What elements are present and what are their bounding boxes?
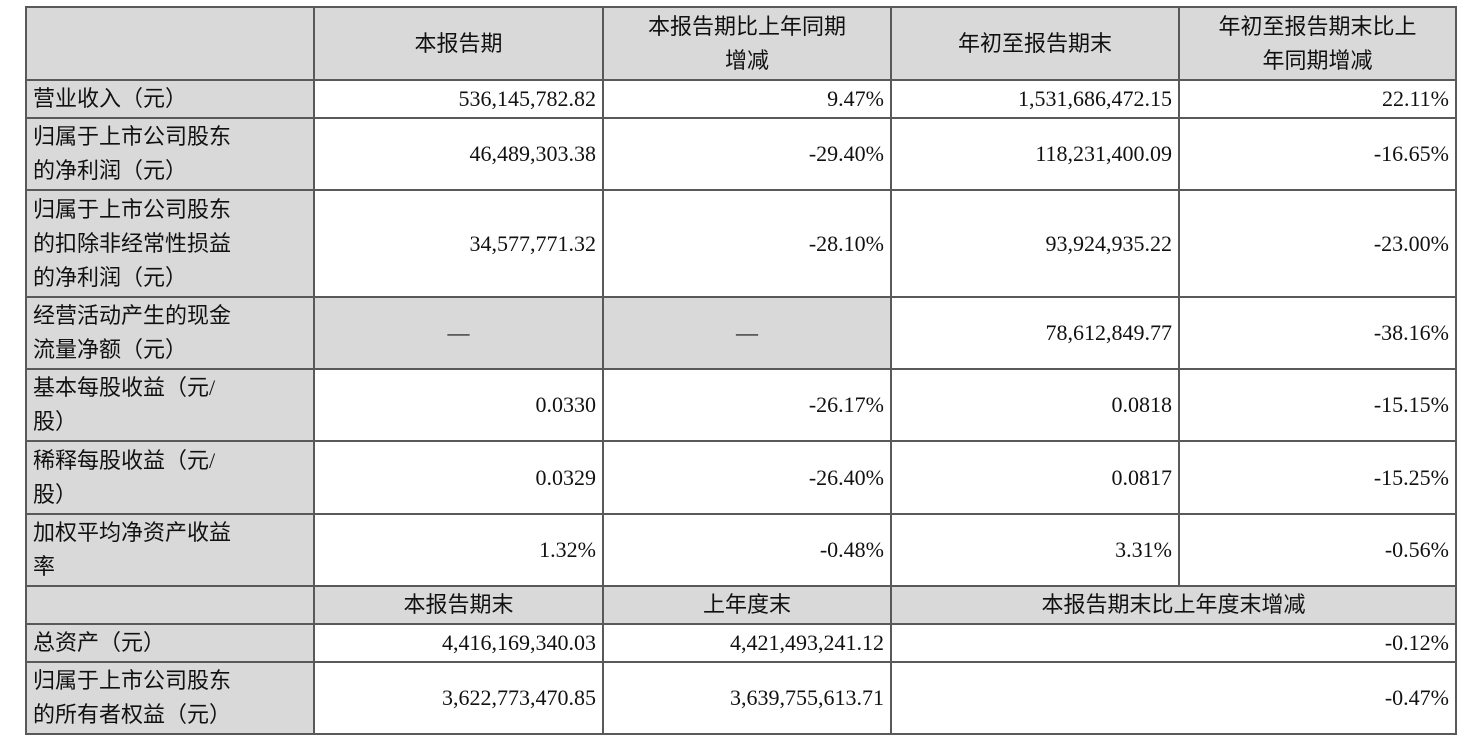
- value-cell: 0.0817: [890, 440, 1180, 515]
- col-header-period-end: 本报告期末: [313, 585, 604, 625]
- value-cell: -28.10%: [602, 189, 892, 298]
- row-label: 经营活动产生的现金 流量净额（元）: [25, 296, 315, 370]
- value-cell: 536,145,782.82: [313, 79, 604, 119]
- value-cell: -0.12%: [890, 623, 1457, 663]
- value-cell: 78,612,849.77: [890, 296, 1180, 370]
- value-cell: 93,924,935.22: [890, 189, 1180, 298]
- value-cell: 4,416,169,340.03: [313, 623, 604, 663]
- col-header-yoy-change: 本报告期比上年同期 增减: [602, 6, 892, 81]
- value-cell: -0.56%: [1178, 513, 1457, 587]
- table-row: 加权平均净资产收益 率 1.32% -0.48% 3.31% -0.56%: [25, 513, 1457, 587]
- table-row: 总资产（元） 4,416,169,340.03 4,421,493,241.12…: [25, 623, 1457, 663]
- row-label: 总资产（元）: [25, 623, 315, 663]
- table-row: 经营活动产生的现金 流量净额（元） — — 78,612,849.77 -38.…: [25, 296, 1457, 370]
- financial-summary-table: 本报告期 本报告期比上年同期 增减 年初至报告期末 年初至报告期末比上 年同期增…: [25, 6, 1457, 735]
- value-cell: 118,231,400.09: [890, 117, 1180, 191]
- value-cell: 1,531,686,472.15: [890, 79, 1180, 119]
- col-header-change-vs-prior-year-end: 本报告期末比上年度末增减: [890, 585, 1457, 625]
- value-cell: -23.00%: [1178, 189, 1457, 298]
- table-row: 归属于上市公司股东 的扣除非经常性损益 的净利润（元） 34,577,771.3…: [25, 189, 1457, 298]
- row-label: 加权平均净资产收益 率: [25, 513, 315, 587]
- section2-corner-cell: [25, 585, 315, 625]
- value-cell: 3.31%: [890, 513, 1180, 587]
- value-cell: -0.48%: [602, 513, 892, 587]
- col-header-current-period: 本报告期: [313, 6, 604, 81]
- col-header-ytd-yoy-change: 年初至报告期末比上 年同期增减: [1178, 6, 1457, 81]
- value-cell: -15.15%: [1178, 368, 1457, 442]
- col-header-prior-year-end: 上年度末: [602, 585, 892, 625]
- section2-header-row: 本报告期末 上年度末 本报告期末比上年度末增减: [25, 585, 1457, 625]
- value-cell: 0.0330: [313, 368, 604, 442]
- value-cell: -0.47%: [890, 661, 1457, 735]
- value-cell: 46,489,303.38: [313, 117, 604, 191]
- value-cell: 22.11%: [1178, 79, 1457, 119]
- value-cell: 34,577,771.32: [313, 189, 604, 298]
- value-cell: 3,622,773,470.85: [313, 661, 604, 735]
- value-cell: 0.0329: [313, 440, 604, 515]
- value-cell: 0.0818: [890, 368, 1180, 442]
- table-row: 营业收入（元） 536,145,782.82 9.47% 1,531,686,4…: [25, 79, 1457, 119]
- row-label: 归属于上市公司股东 的扣除非经常性损益 的净利润（元）: [25, 189, 315, 298]
- row-label: 稀释每股收益（元/ 股）: [25, 440, 315, 515]
- row-label: 基本每股收益（元/ 股）: [25, 368, 315, 442]
- row-label: 营业收入（元）: [25, 79, 315, 119]
- header-corner-cell: [25, 6, 315, 81]
- value-cell: -26.40%: [602, 440, 892, 515]
- value-cell-empty: —: [602, 296, 892, 370]
- value-cell: 9.47%: [602, 79, 892, 119]
- value-cell: -16.65%: [1178, 117, 1457, 191]
- value-cell: -15.25%: [1178, 440, 1457, 515]
- table-row: 稀释每股收益（元/ 股） 0.0329 -26.40% 0.0817 -15.2…: [25, 440, 1457, 515]
- value-cell: 3,639,755,613.71: [602, 661, 892, 735]
- table-row: 基本每股收益（元/ 股） 0.0330 -26.17% 0.0818 -15.1…: [25, 368, 1457, 442]
- value-cell: -38.16%: [1178, 296, 1457, 370]
- value-cell: -26.17%: [602, 368, 892, 442]
- table-row: 归属于上市公司股东 的净利润（元） 46,489,303.38 -29.40% …: [25, 117, 1457, 191]
- value-cell: 1.32%: [313, 513, 604, 587]
- row-label: 归属于上市公司股东 的所有者权益（元）: [25, 661, 315, 735]
- row-label: 归属于上市公司股东 的净利润（元）: [25, 117, 315, 191]
- value-cell-empty: —: [313, 296, 604, 370]
- header-row: 本报告期 本报告期比上年同期 增减 年初至报告期末 年初至报告期末比上 年同期增…: [25, 6, 1457, 81]
- table-row: 归属于上市公司股东 的所有者权益（元） 3,622,773,470.85 3,6…: [25, 661, 1457, 735]
- value-cell: -29.40%: [602, 117, 892, 191]
- value-cell: 4,421,493,241.12: [602, 623, 892, 663]
- col-header-ytd: 年初至报告期末: [890, 6, 1180, 81]
